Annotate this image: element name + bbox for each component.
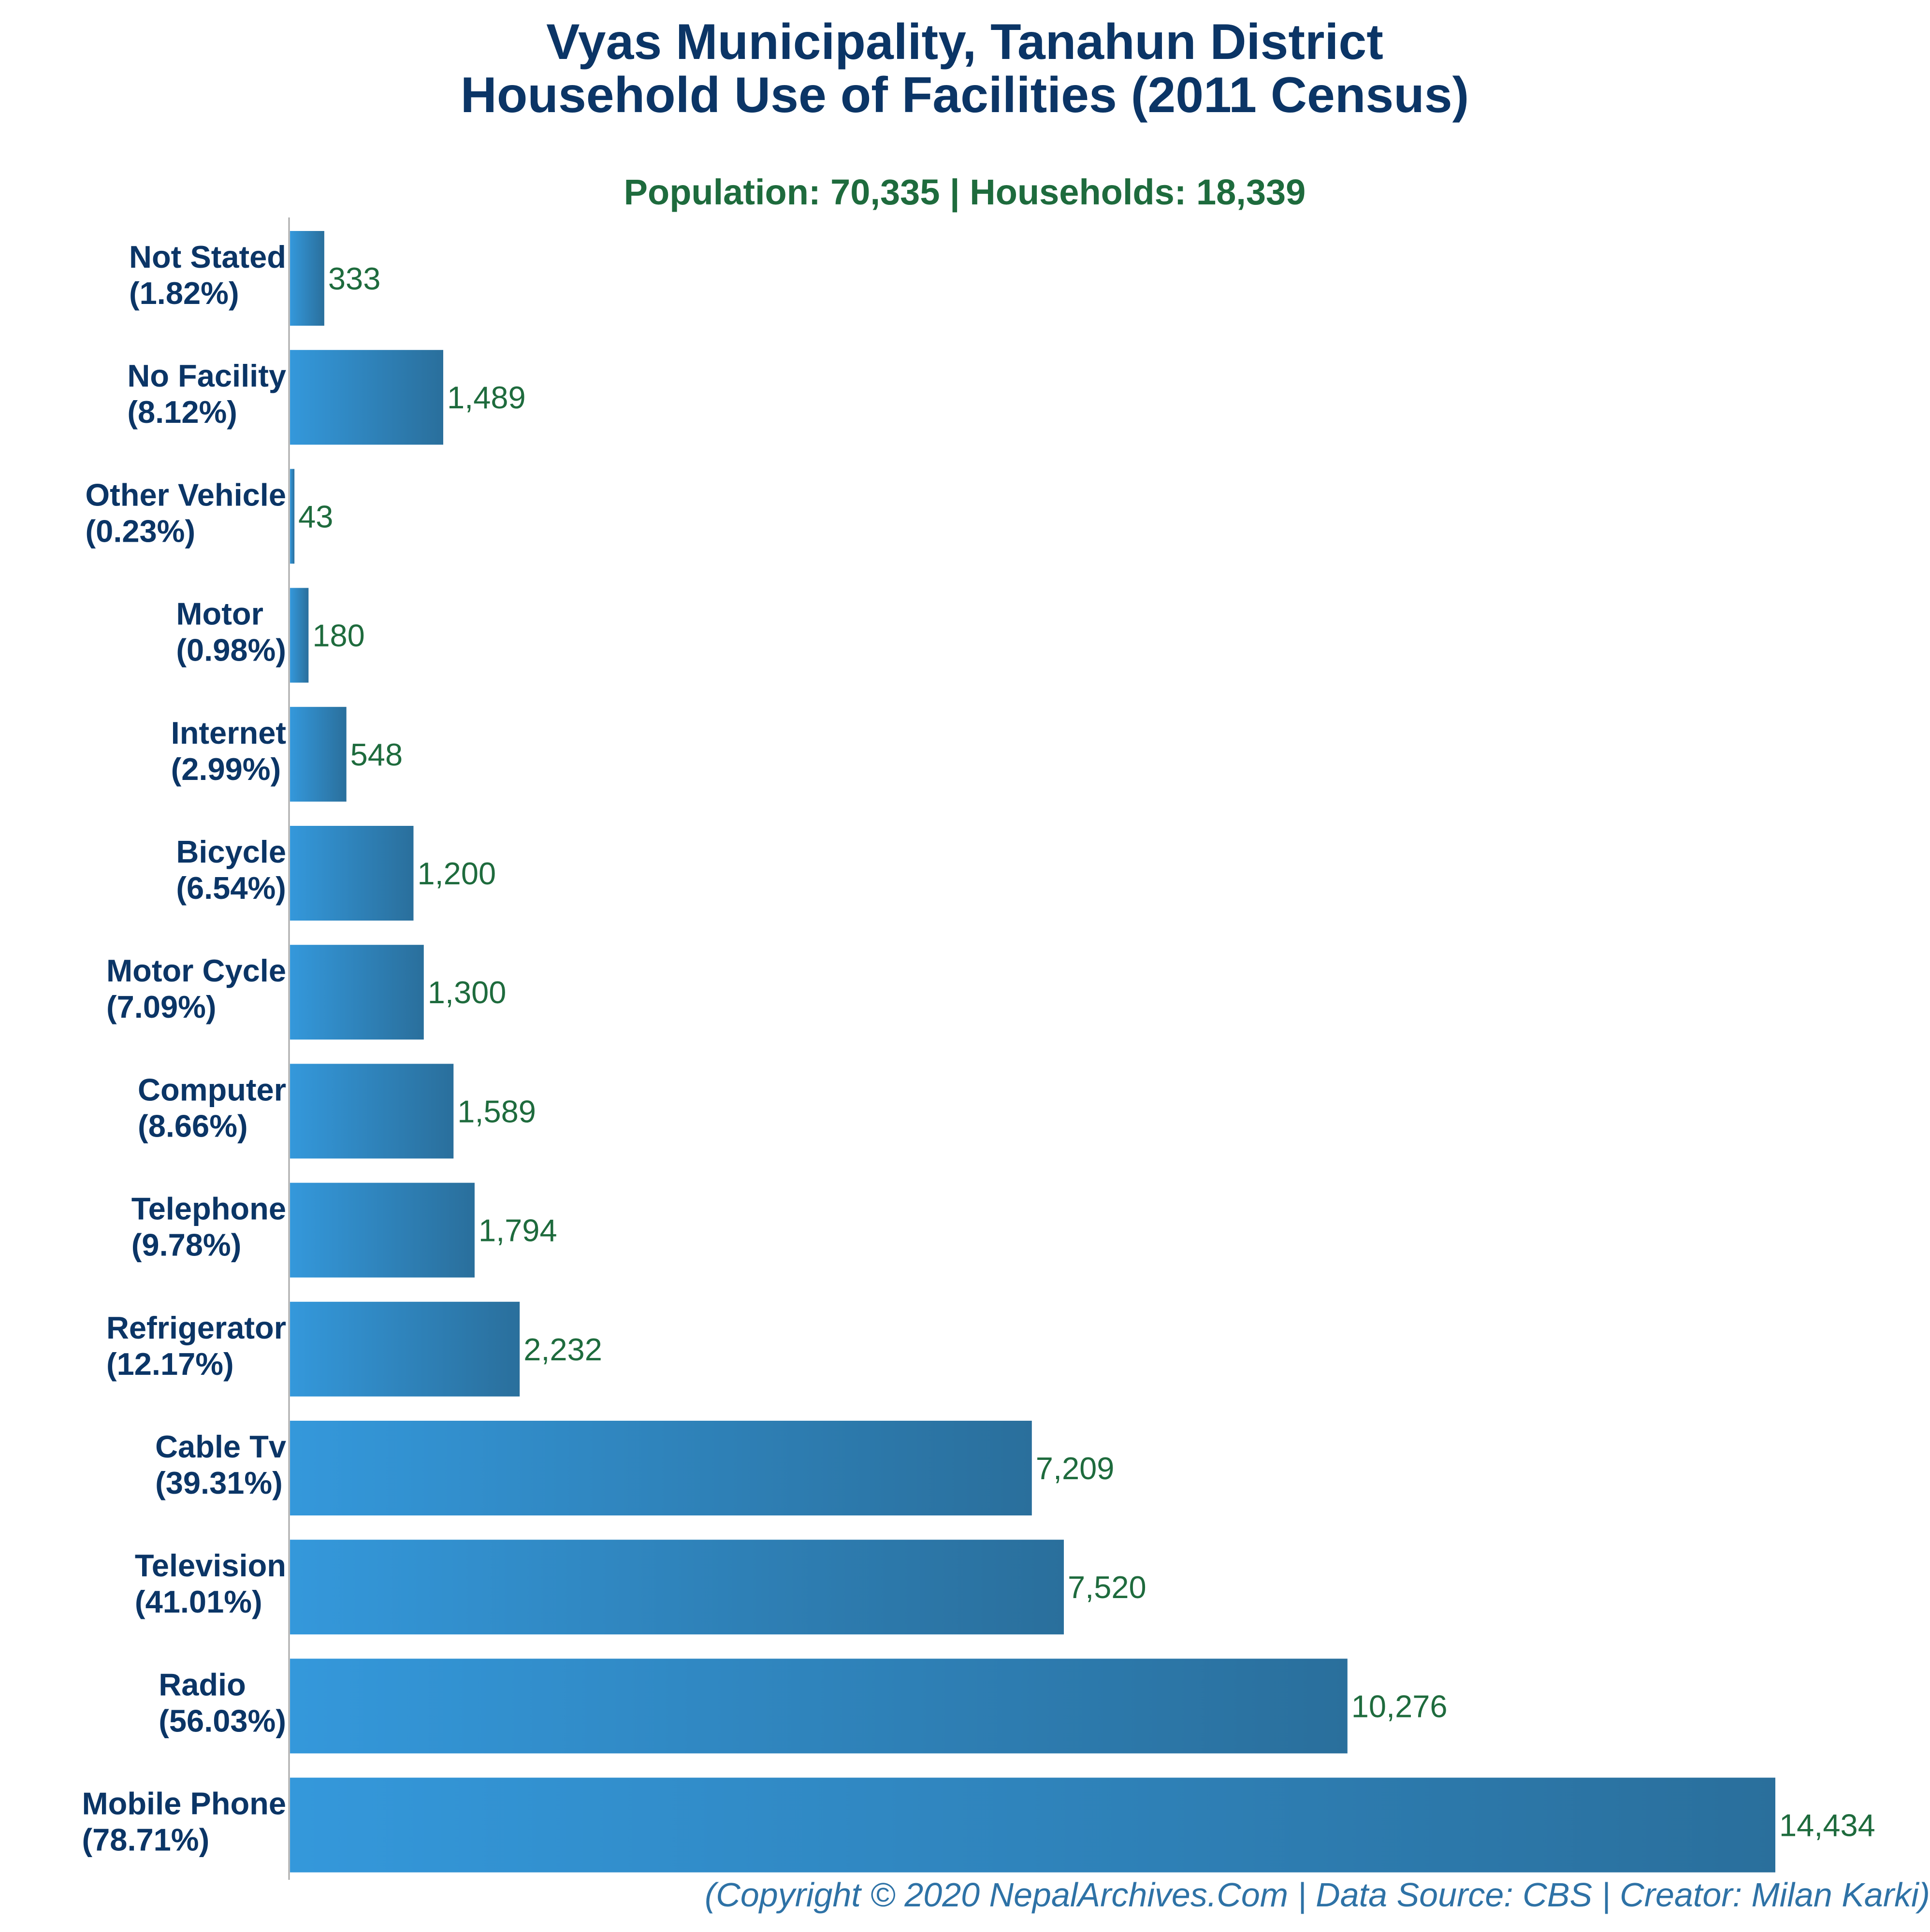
category-label: Motor Cycle [106, 953, 286, 988]
bar-value-label: 333 [328, 261, 380, 296]
category-percent-label: (6.54%) [176, 870, 286, 906]
category-percent-label: (12.17%) [106, 1346, 234, 1382]
bar [290, 1064, 454, 1159]
category-label: Mobile Phone [82, 1786, 287, 1821]
bar [290, 945, 424, 1040]
bar-group: 548 Internet(2.99%) [171, 706, 403, 802]
category-label: Refrigerator [106, 1310, 286, 1345]
category-percent-label: (9.78%) [131, 1227, 242, 1263]
bar-value-label: 7,209 [1036, 1451, 1115, 1486]
category-percent-label: (8.12%) [127, 394, 237, 430]
bar-group: 1,300 Motor Cycle(7.09%) [106, 945, 507, 1040]
chart-subtitle: Population: 70,335 | Households: 18,339 [624, 172, 1306, 213]
bar-group: 14,434 Mobile Phone(78.71%) [82, 1777, 1875, 1873]
bar [290, 826, 414, 921]
category-label: Not Stated [129, 239, 286, 274]
bar-value-label: 2,232 [523, 1332, 602, 1367]
bar-value-label: 548 [350, 737, 403, 772]
bar-group: 2,232 Refrigerator(12.17%) [106, 1301, 602, 1397]
bar-value-label: 1,489 [447, 380, 526, 415]
bar [290, 350, 444, 445]
bar-value-label: 1,200 [417, 856, 496, 891]
bar-value-label: 180 [312, 618, 364, 653]
category-label: No Facility [127, 358, 286, 393]
bar [290, 469, 295, 564]
bar-value-label: 1,300 [428, 975, 507, 1010]
bar-value-label: 43 [298, 499, 333, 534]
category-label: Computer [138, 1072, 286, 1107]
category-label: Telephone [131, 1191, 286, 1226]
category-percent-label: (8.66%) [138, 1108, 248, 1143]
category-percent-label: (41.01%) [135, 1584, 262, 1619]
bar-group: 7,520 Television(41.01%) [135, 1540, 1146, 1635]
bar-group: 7,209 Cable Tv(39.31%) [155, 1421, 1114, 1515]
bar [290, 1301, 520, 1397]
chart-title: Vyas Municipality, Tanahun District [546, 14, 1383, 70]
bar-group: 10,276 Radio(56.03%) [159, 1658, 1448, 1754]
category-percent-label: (0.23%) [86, 513, 196, 548]
category-percent-label: (7.09%) [106, 989, 217, 1024]
bar-value-label: 14,434 [1779, 1808, 1875, 1843]
bar-group: 333 Not Stated(1.82%) [129, 231, 380, 326]
bar [290, 706, 347, 802]
bar [290, 1540, 1064, 1635]
bar-group: 1,489 No Facility(8.12%) [127, 350, 526, 445]
bar-group: 1,589 Computer(8.66%) [138, 1064, 536, 1159]
bar [290, 1777, 1775, 1873]
category-percent-label: (0.98%) [176, 633, 286, 668]
category-label: Radio [159, 1667, 246, 1702]
category-percent-label: (1.82%) [129, 275, 239, 311]
bar-value-label: 7,520 [1068, 1570, 1146, 1605]
bar-value-label: 1,794 [479, 1213, 557, 1248]
bar [290, 1421, 1032, 1515]
category-label: Other Vehicle [86, 477, 286, 512]
category-label: Motor [176, 596, 263, 632]
bar [290, 1658, 1348, 1754]
footer-credit: (Copyright © 2020 NepalArchives.Com | Da… [705, 1876, 1930, 1914]
bar [290, 231, 324, 326]
bar-group: 180 Motor(0.98%) [176, 588, 365, 683]
bar-group: 43 Other Vehicle(0.23%) [86, 469, 333, 564]
category-percent-label: (39.31%) [155, 1465, 283, 1500]
bar-value-label: 1,589 [457, 1094, 536, 1129]
category-percent-label: (78.71%) [82, 1822, 210, 1858]
bar-value-label: 10,276 [1351, 1688, 1448, 1724]
bar [290, 588, 309, 683]
chart-title-line2: Household Use of Facilities (2011 Census… [461, 67, 1469, 123]
bar [290, 1182, 475, 1278]
category-label: Television [135, 1548, 286, 1583]
bar-group: 1,200 Bicycle(6.54%) [176, 826, 496, 921]
category-percent-label: (56.03%) [159, 1703, 286, 1738]
category-percent-label: (2.99%) [171, 751, 281, 787]
bars-group: 333 Not Stated(1.82%) 1,489 No Facility(8.1… [82, 231, 1875, 1873]
category-label: Cable Tv [155, 1429, 286, 1464]
bar-group: 1,794 Telephone(9.78%) [131, 1182, 557, 1278]
category-label: Internet [171, 715, 286, 750]
category-label: Bicycle [176, 834, 286, 869]
